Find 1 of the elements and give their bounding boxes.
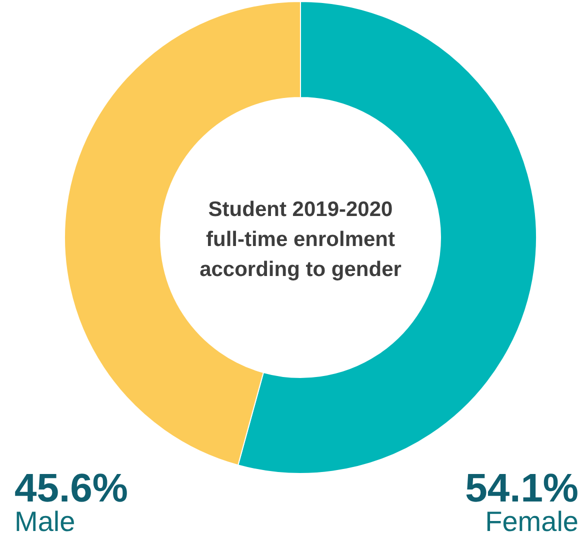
text: Student 2019-2020 full-time enrolment according to gender xyxy=(200,198,402,281)
